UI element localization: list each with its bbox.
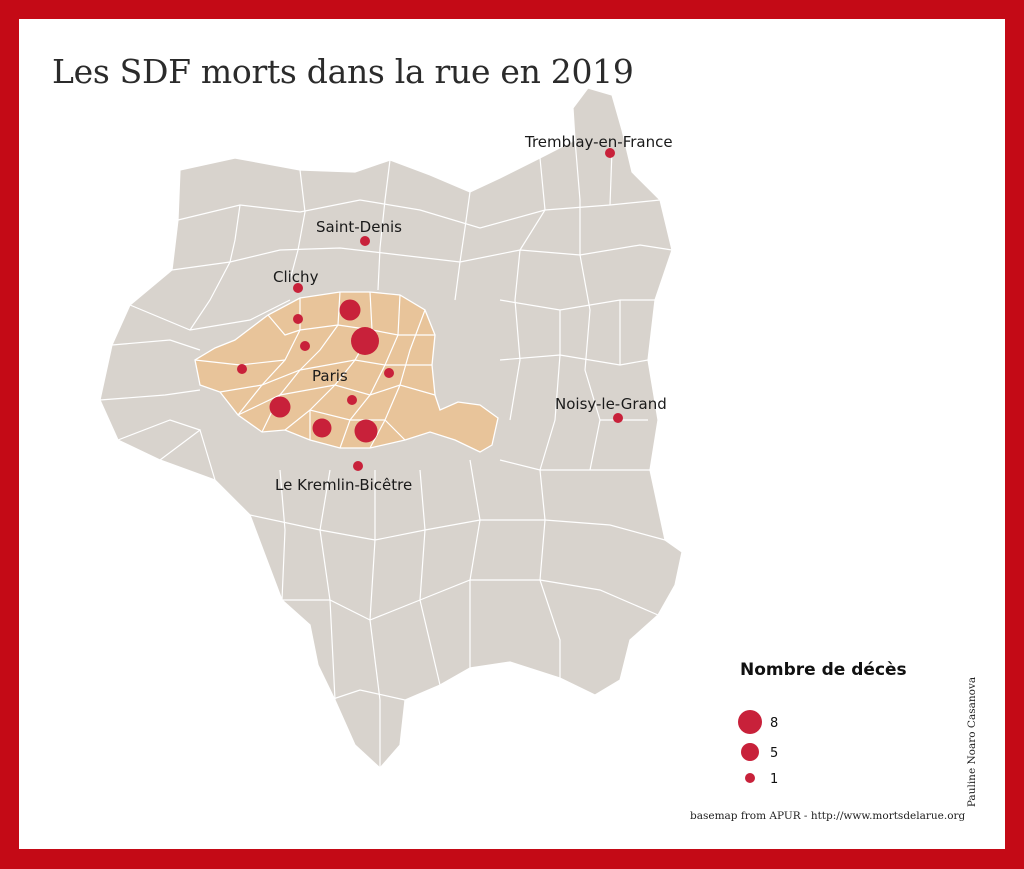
marker-tremblay[interactable] <box>605 148 615 158</box>
legend-circle-5 <box>741 743 759 761</box>
marker-paris-15[interactable] <box>269 396 291 418</box>
marker-paris-13[interactable] <box>354 419 378 443</box>
label-tremblay: Tremblay-en-France <box>524 133 673 151</box>
marker-paris-11[interactable] <box>384 368 394 378</box>
paris-area <box>194 291 499 453</box>
marker-clichy[interactable] <box>293 283 303 293</box>
legend-value-5: 5 <box>770 746 778 761</box>
marker-paris-18[interactable] <box>339 299 361 321</box>
label-saint-denis: Saint-Denis <box>316 218 402 236</box>
legend-value-1: 1 <box>770 772 778 787</box>
marker-saint-denis[interactable] <box>360 236 370 246</box>
label-noisy: Noisy-le-Grand <box>555 395 667 413</box>
basemap-credit: basemap from APUR - http://www.mortsdela… <box>690 810 966 822</box>
label-clichy: Clichy <box>273 268 319 286</box>
label-paris: Paris <box>312 367 348 385</box>
death-markers <box>237 148 623 471</box>
legend-value-8: 8 <box>770 716 778 731</box>
marker-paris-5[interactable] <box>347 395 357 405</box>
legend-title: Nombre de décès <box>740 660 907 680</box>
legend-symbols: 8 5 1 <box>738 710 778 787</box>
commune-boundaries <box>99 139 673 768</box>
marker-paris-10[interactable] <box>351 327 379 355</box>
marker-paris-17[interactable] <box>293 314 303 324</box>
marker-paris-16[interactable] <box>237 364 247 374</box>
legend-circle-1 <box>745 773 755 783</box>
map-title: Les SDF morts dans la rue en 2019 <box>52 52 634 91</box>
marker-paris-8[interactable] <box>300 341 310 351</box>
author-credit: Pauline Noaro Casanova <box>966 676 978 808</box>
legend-circle-8 <box>738 710 762 734</box>
marker-paris-14[interactable] <box>312 418 332 438</box>
label-kremlin: Le Kremlin-Bicêtre <box>275 476 412 494</box>
marker-kremlin[interactable] <box>353 461 363 471</box>
marker-noisy[interactable] <box>613 413 623 423</box>
